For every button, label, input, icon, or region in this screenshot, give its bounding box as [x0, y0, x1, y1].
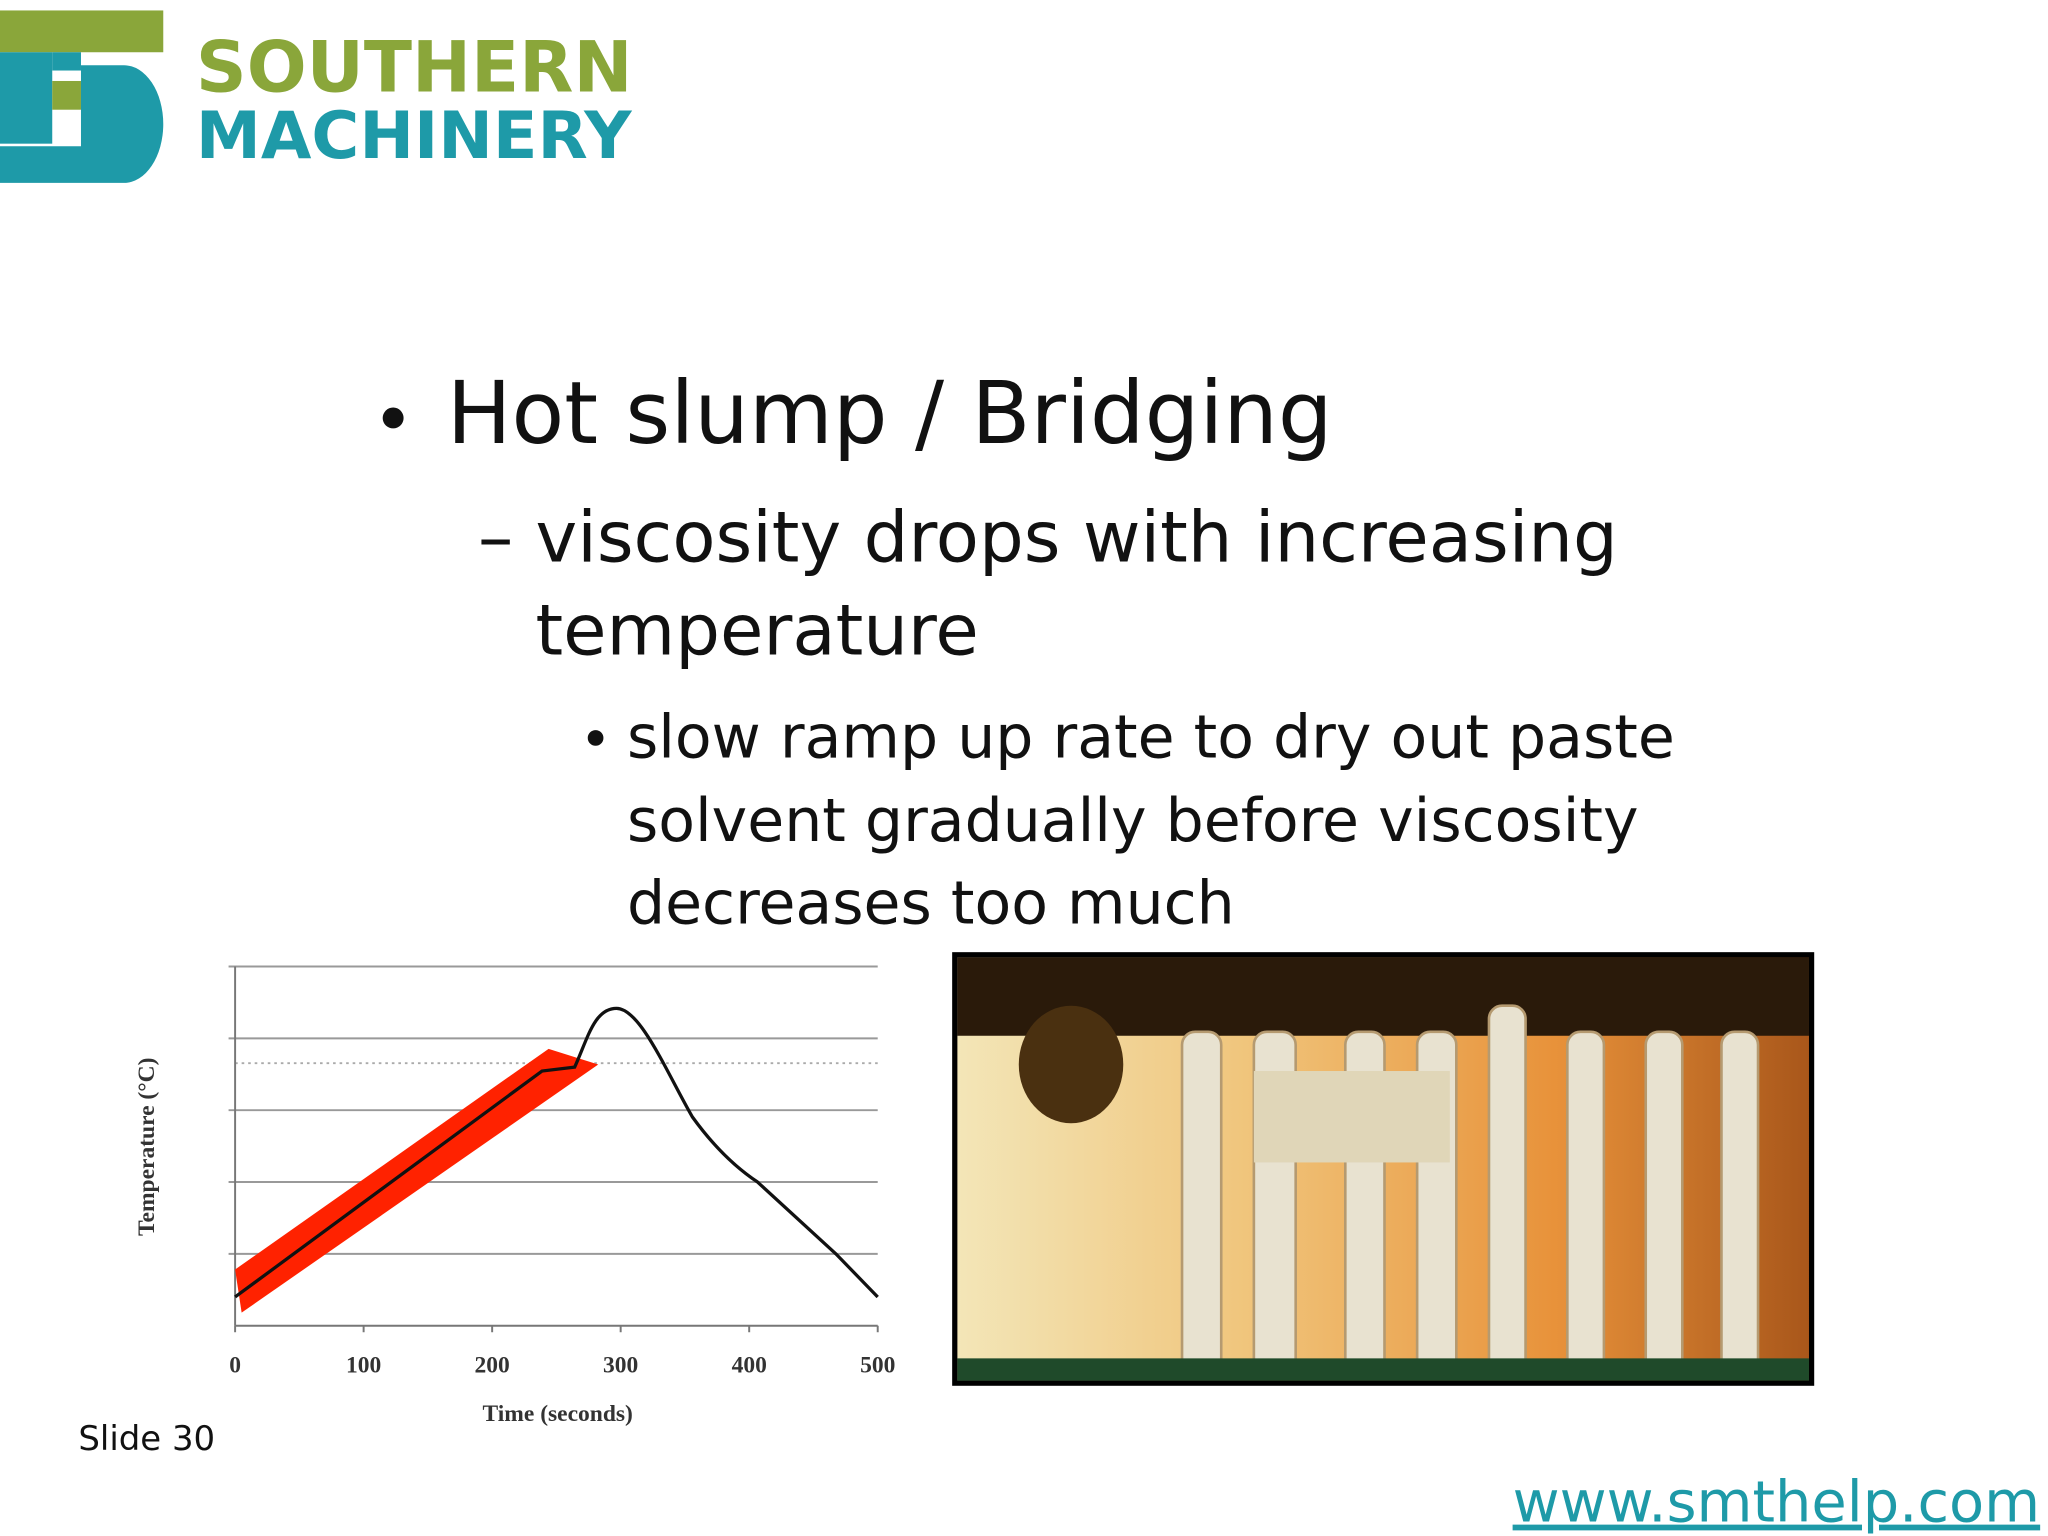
- photo: [952, 952, 1815, 1386]
- tolerance-band: [235, 1048, 599, 1313]
- sub-text: temperature: [536, 589, 979, 671]
- x-tick-label: 100: [346, 1353, 381, 1379]
- sub-sub-text: decreases too much: [627, 868, 1235, 938]
- temperature-profile: [234, 1006, 879, 1299]
- logo-line1: SOUTHERN: [196, 26, 633, 108]
- logo-icon: [0, 10, 164, 183]
- bullet-text: Hot slump / Bridging: [447, 364, 1333, 464]
- x-tick-label: 200: [475, 1353, 510, 1379]
- x-tick-label: 500: [860, 1353, 895, 1379]
- bullet: [587, 730, 604, 746]
- chart: Time (seconds) Temperature (°C) 0 100 200 3…: [134, 965, 895, 1427]
- sub-sub-text: slow ramp up rate to dry out paste: [627, 703, 1675, 773]
- x-axis-label: Time (seconds): [483, 1401, 633, 1427]
- sub-sub-text: solvent gradually before viscosity: [627, 786, 1639, 856]
- x-tick-label: 0: [229, 1353, 241, 1379]
- x-tick-label: 400: [732, 1353, 767, 1379]
- x-tick-label: 300: [603, 1353, 638, 1379]
- dash: –: [478, 497, 513, 579]
- logo-line2: MACHINERY: [196, 98, 632, 174]
- sub-text: viscosity drops with increasing: [536, 497, 1618, 579]
- website-link[interactable]: www.smthelp.com: [1513, 1469, 2041, 1536]
- y-axis-label: Temperature (°C): [134, 1058, 160, 1236]
- bullet: [382, 407, 404, 429]
- slide-number: Slide 30: [78, 1419, 215, 1459]
